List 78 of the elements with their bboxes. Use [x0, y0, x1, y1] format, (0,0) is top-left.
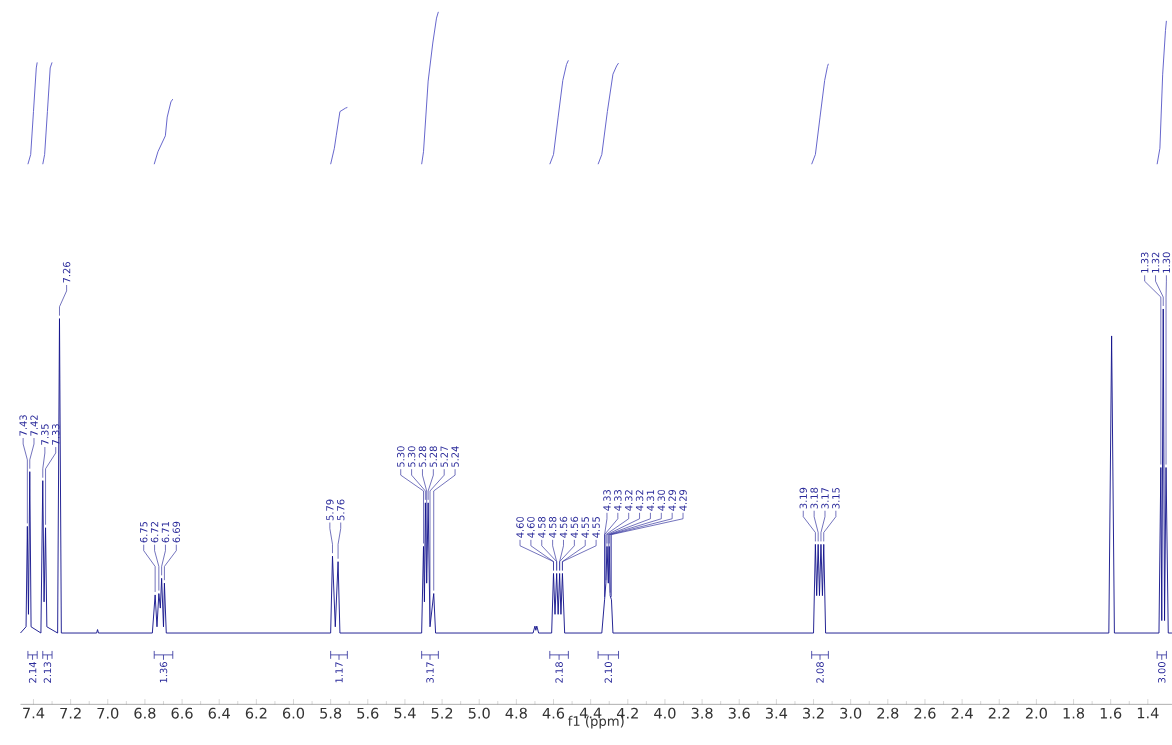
- x-tick-label: 5.6: [357, 707, 379, 719]
- annotation: 5.28: [429, 446, 438, 467]
- annotation: 4.30: [657, 489, 666, 511]
- annotation: 5.76: [336, 499, 345, 521]
- annotation: 4.29: [668, 489, 676, 511]
- x-tick-label: 6.2: [245, 707, 267, 719]
- annotation: 2.08: [816, 662, 824, 683]
- annotation: 7.26: [62, 262, 71, 283]
- x-tick-label: 6.8: [134, 707, 156, 719]
- annotation: 7.43: [19, 415, 27, 436]
- annotation: 4.55: [581, 517, 589, 538]
- x-tick-label: 7.0: [97, 707, 119, 719]
- annotation: 1.17: [335, 662, 343, 683]
- annotation: 6.72: [150, 522, 159, 543]
- x-tick-label: 3.2: [803, 707, 824, 719]
- annotation: 6.69: [172, 521, 181, 543]
- annotation: 4.56: [559, 516, 568, 538]
- annotation: 4.32: [635, 490, 644, 511]
- x-tick-label: 6.0: [282, 707, 305, 719]
- annotation: 1.33: [1140, 252, 1149, 273]
- x-tick-label: 1.6: [1100, 707, 1122, 719]
- annotation: 2.14: [28, 662, 37, 683]
- x-tick-label: 3.0: [840, 707, 862, 719]
- annotation: 1.36: [159, 662, 168, 683]
- annotation: 4.60: [527, 516, 535, 538]
- annotation: 3.00: [1158, 662, 1166, 683]
- x-tick-label: 2.2: [988, 707, 1010, 719]
- x-tick-label: 2.4: [951, 707, 973, 719]
- annotation: 4.58: [538, 516, 546, 538]
- x-tick-label: 3.4: [765, 707, 788, 719]
- annotation: 2.18: [555, 662, 563, 683]
- x-tick-label: 1.8: [1063, 707, 1085, 719]
- x-tick-label: 5.4: [394, 707, 416, 719]
- x-tick-label: 6.4: [208, 707, 230, 719]
- x-tick-label: 1.4: [1137, 707, 1159, 719]
- annotation: 7.35: [41, 424, 49, 445]
- annotation: 4.31: [646, 490, 655, 511]
- annotation: 5.27: [440, 446, 448, 467]
- annotation: 4.33: [614, 490, 622, 511]
- annotation: 4.33: [603, 490, 611, 511]
- annotation: 4.29: [679, 489, 687, 511]
- x-tick-label: 4.0: [654, 707, 676, 719]
- annotation: 2.10: [604, 662, 613, 683]
- annotation: 7.33: [51, 424, 60, 445]
- annotation: 4.55: [592, 517, 600, 538]
- annotation: 5.30: [407, 446, 416, 467]
- annotation: 1.30: [1162, 252, 1171, 273]
- x-tick-label: 4.6: [542, 707, 565, 719]
- x-tick-label: 2.6: [914, 707, 936, 719]
- x-tick-label: 2.8: [877, 707, 899, 719]
- annotation: 5.30: [396, 446, 405, 467]
- annotation: 3.15: [832, 488, 840, 509]
- x-tick-label: 5.2: [431, 707, 453, 719]
- x-tick-label: 4.8: [505, 707, 527, 719]
- x-tick-label: 3.6: [728, 707, 750, 719]
- x-tick-label: 7.2: [60, 707, 81, 719]
- annotation: 7.42: [30, 415, 38, 436]
- x-tick-label: 7.4: [23, 707, 45, 719]
- annotation: 1.32: [1151, 252, 1160, 273]
- annotation: 5.24: [451, 446, 459, 467]
- annotation: 5.79: [326, 499, 334, 521]
- annotation: 4.32: [624, 490, 633, 511]
- annotation: 6.71: [161, 522, 170, 543]
- x-tick-label: 6.6: [171, 707, 193, 719]
- x-tick-label: 5.8: [320, 707, 342, 719]
- x-tick-label: 5.0: [468, 707, 490, 719]
- x-tick-label: 2.0: [1025, 707, 1047, 719]
- annotation: 4.56: [570, 516, 579, 538]
- annotation: 6.75: [139, 522, 148, 543]
- annotation: 3.19: [799, 487, 808, 509]
- annotation: 2.13: [43, 662, 52, 683]
- annotation: 5.28: [418, 446, 427, 467]
- annotation: 4.58: [548, 516, 557, 538]
- annotation: 4.60: [516, 516, 524, 538]
- annotation: 3.17: [426, 662, 434, 683]
- annotation: 3.17: [821, 488, 829, 509]
- annotation: 3.18: [810, 487, 818, 509]
- x-tick-label: 3.8: [691, 707, 713, 719]
